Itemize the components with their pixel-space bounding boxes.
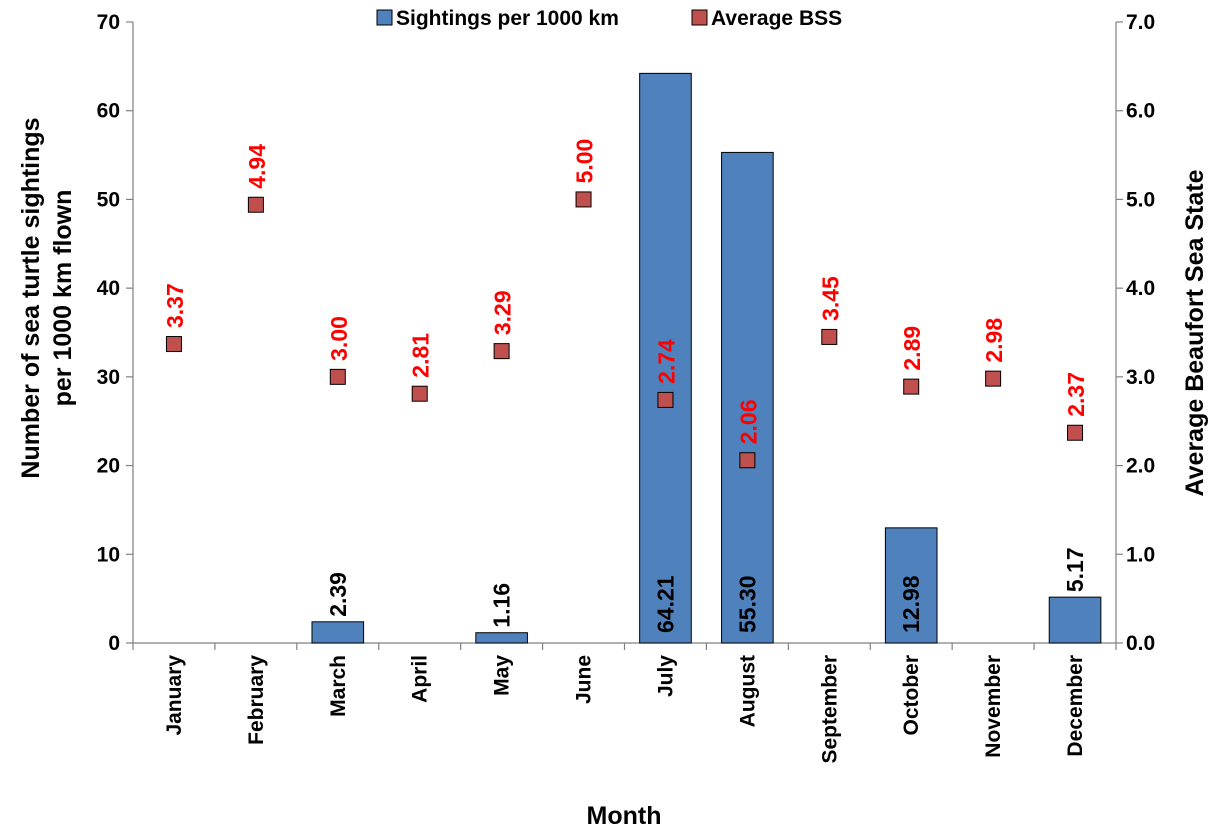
bss-data-label: 2.98: [981, 318, 1007, 363]
y-tick-label: 50: [97, 188, 120, 211]
x-category-label: September: [818, 655, 841, 764]
y2-tick-label: 1.0: [1126, 543, 1155, 566]
bar: [311, 621, 365, 644]
bar-data-label: 5.17: [1062, 547, 1088, 592]
bss-data-label: 4.94: [244, 144, 270, 189]
y-tick-label: 70: [97, 11, 120, 34]
bar-data-label: 55.30: [734, 575, 760, 633]
axes: 0 10 20 30 40 50 60 70 0.0 1.0 2.0 3.0 4.0 5.0 6.0 7.0 J…: [97, 11, 1156, 764]
legend-label-sightings: Sightings per 1000 km: [396, 7, 619, 30]
y-axis-title-line1: Number of sea turtle sightings: [17, 117, 45, 478]
bars: [311, 72, 1102, 644]
bar: [884, 527, 938, 644]
x-category-label: January: [163, 655, 186, 736]
bss-labels: 3.37 4.94 3.00 2.81 3.29 5.00 2.74 2.06 3.45 2.89…: [162, 139, 1089, 445]
y2-tick-label: 6.0: [1126, 100, 1155, 123]
y-tick-label: 10: [97, 543, 120, 566]
y-tick-label: 40: [97, 277, 120, 300]
x-category-label: May: [491, 655, 514, 696]
bss-marker: [821, 328, 838, 345]
bss-marker: [739, 452, 756, 469]
y2-axis-title: Average Beaufort Sea State: [1181, 169, 1209, 496]
bss-data-label: 2.37: [1063, 372, 1089, 417]
bss-data-label: 5.00: [572, 139, 598, 184]
bss-marker: [329, 368, 346, 385]
bss-marker: [165, 336, 182, 353]
bss-data-label: 3.45: [817, 276, 843, 321]
x-category-label: August: [736, 655, 759, 727]
bar: [1048, 596, 1102, 644]
y2-tick-label: 0.0: [1126, 632, 1155, 655]
x-axis-title: Month: [587, 802, 662, 829]
bar: [475, 632, 528, 644]
bss-data-label: 2.81: [408, 333, 434, 378]
y2-tick-label: 4.0: [1126, 277, 1155, 300]
bar-data-label: 64.21: [652, 575, 678, 633]
y-axis-title-line2: per 1000 km flown: [49, 190, 77, 407]
x-category-label: March: [327, 655, 350, 717]
legend-swatch-bss: [691, 9, 708, 26]
bss-markers: [165, 191, 1084, 469]
bss-data-label: 2.89: [899, 326, 925, 371]
bss-marker: [411, 385, 428, 402]
bar-data-label: 12.98: [898, 575, 924, 633]
x-category-label: April: [409, 655, 432, 703]
bss-data-label: 2.06: [735, 399, 761, 444]
bar-labels: 2.39 1.16 64.21 55.30 12.98 5.17: [325, 547, 1088, 633]
x-category-label: October: [900, 655, 923, 736]
y2-tick-label: 5.0: [1126, 188, 1155, 211]
y-tick-label: 30: [97, 366, 120, 389]
y2-tick-label: 7.0: [1126, 11, 1155, 34]
legend: Sightings per 1000 km Average BSS: [376, 7, 842, 30]
bss-data-label: 3.29: [490, 290, 516, 335]
x-category-label: February: [245, 655, 268, 745]
bss-data-label: 2.74: [653, 339, 679, 384]
bss-data-label: 3.00: [326, 316, 352, 361]
bss-marker: [247, 196, 264, 213]
x-category-label: December: [1064, 655, 1087, 757]
bar-data-label: 1.16: [489, 583, 515, 628]
y-tick-label: 0: [108, 632, 120, 655]
y-tick-label: 20: [97, 455, 120, 478]
bss-marker: [985, 370, 1002, 387]
bss-marker: [1067, 424, 1084, 441]
y2-tick-label: 3.0: [1126, 366, 1155, 389]
bar-data-label: 2.39: [325, 572, 351, 617]
x-category-label: November: [982, 655, 1005, 758]
bss-marker: [493, 343, 510, 360]
legend-swatch-sightings: [376, 9, 393, 26]
x-category-label: June: [573, 655, 596, 704]
legend-label-bss: Average BSS: [711, 7, 842, 30]
bss-marker: [575, 191, 592, 208]
bar: [721, 151, 774, 644]
bss-data-label: 3.37: [162, 283, 188, 328]
bss-marker: [657, 391, 674, 408]
bar: [639, 72, 692, 644]
x-category-label: July: [654, 655, 677, 697]
bss-marker: [903, 378, 920, 395]
y-tick-label: 60: [97, 100, 120, 123]
y2-tick-label: 2.0: [1126, 455, 1155, 478]
